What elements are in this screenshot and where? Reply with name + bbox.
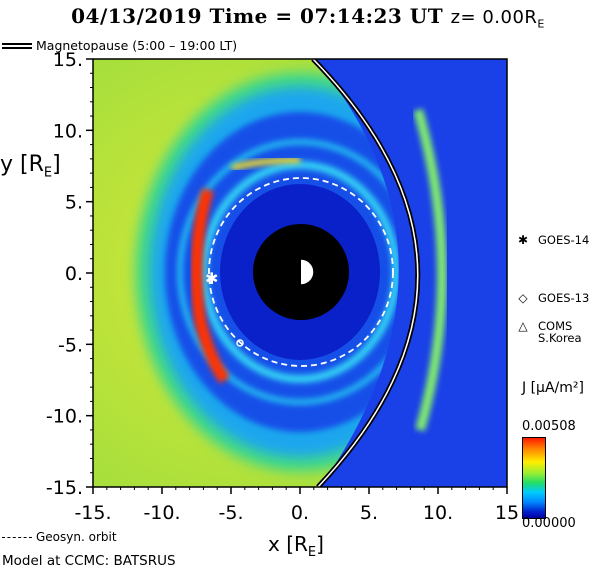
title-main: 04/13/2019 Time = 07:14:23 UT (71, 4, 444, 28)
y-tick-label: 10. (53, 120, 83, 142)
y-tick-label: 0. (65, 263, 83, 285)
y-tick-label: -10. (46, 406, 83, 428)
goes14-marker: ✱ (205, 269, 218, 288)
geosyn-orbit (208, 177, 394, 367)
satellite-coms: △ COMS S.Korea (518, 319, 582, 345)
x-tick-label: 5. (360, 502, 378, 524)
title-z: z= 0.00RE (450, 7, 545, 31)
magnetopause-legend: Magnetopause (5:00 – 19:00 LT) (2, 38, 237, 53)
satellite-goes14: ✱ GOES-14 (518, 234, 589, 246)
satellite-goes13: ◇ GOES-13 (518, 292, 589, 304)
magnetosheath (315, 59, 507, 487)
inner-cyan-ring (200, 161, 400, 383)
magnetopause-label: Magnetopause (5:00 – 19:00 LT) (36, 38, 238, 53)
axis-ticks: -15. -10. -5. 0. 5. 10. 15 15. 10. 5. 0. -5. -10. -15… (46, 49, 519, 524)
diamond-icon: ◇ (518, 291, 528, 305)
colorbar-label: J [μA/m²] (522, 380, 584, 396)
high-current-arc (190, 188, 230, 384)
asterisk-icon: ✱ (518, 233, 529, 247)
model-source: Model at CCMC: BATSRUS (2, 553, 176, 569)
y-tick-label: 5. (65, 192, 83, 214)
y-tick-label: -5. (58, 334, 83, 356)
triangle-icon: △ (518, 319, 528, 333)
geosyn-label: Geosyn. orbit (36, 530, 117, 544)
x-tick-label: -5. (219, 502, 244, 524)
sheath-green-band (413, 108, 447, 432)
x-tick-label: -15. (74, 502, 111, 524)
x-tick-label: 0. (291, 502, 309, 524)
y-tick-label: 15. (53, 49, 83, 71)
y-axis-label: y [RE] (0, 152, 61, 181)
colorbar (522, 437, 546, 519)
x-tick-label: 10. (423, 502, 453, 524)
geosyn-legend: Geosyn. orbit (2, 530, 117, 544)
goes13-marker (236, 339, 244, 347)
earth-night-side (288, 259, 301, 285)
y-tick-label: -15. (46, 477, 83, 499)
satellite-label: GOES-13 (538, 291, 590, 305)
colorbar-min: 0.00000 (522, 516, 576, 531)
x-tick-label: 15 (495, 502, 519, 524)
magnetopause-line-inner (312, 59, 419, 487)
yellow-arc (231, 157, 301, 171)
colorbar-max: 0.00508 (522, 419, 576, 434)
x-axis-label: x [RE] (268, 532, 324, 560)
satellite-label: GOES-14 (538, 233, 590, 247)
x-tick-label: -10. (143, 502, 180, 524)
chart-title: 04/13/2019 Time = 07:14:23 UT z= 0.00RE (0, 4, 616, 31)
satellite-label: COMS S.Korea (538, 319, 582, 345)
geosyn-dash-icon (2, 536, 32, 538)
magnetopause-line-icon (2, 42, 32, 49)
